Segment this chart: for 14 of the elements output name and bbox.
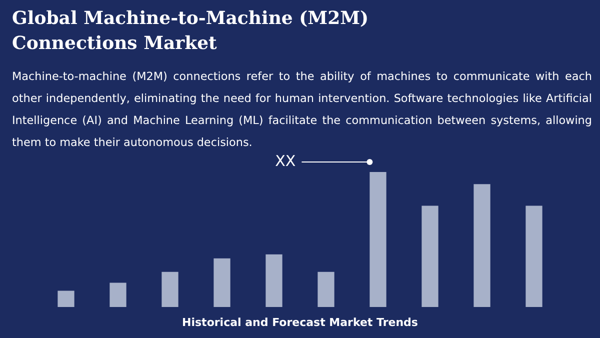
chart-title: Global Machine-to-Machine (M2M) Connections Market <box>12 7 370 56</box>
bar <box>474 184 490 307</box>
bar <box>370 172 386 307</box>
bar <box>266 254 282 307</box>
bar <box>214 258 230 307</box>
bar <box>318 272 334 307</box>
bar <box>58 290 74 307</box>
x-axis-title: Historical and Forecast Market Trends <box>181 316 419 329</box>
chart-subtitle: Machine-to-machine (M2M) connections refer to the ability of machines to communicate with each other independently, eliminating the need for human intervention. Software technologies like Artificial Intelligence (AI) and Machine Learning (ML) facilitate the communication between systems, allowing them to make their autonomous decisions. <box>12 70 592 149</box>
bar <box>110 282 126 307</box>
bar <box>422 206 438 307</box>
bar <box>162 272 178 307</box>
bar <box>526 206 542 307</box>
text: XX <box>275 152 296 170</box>
